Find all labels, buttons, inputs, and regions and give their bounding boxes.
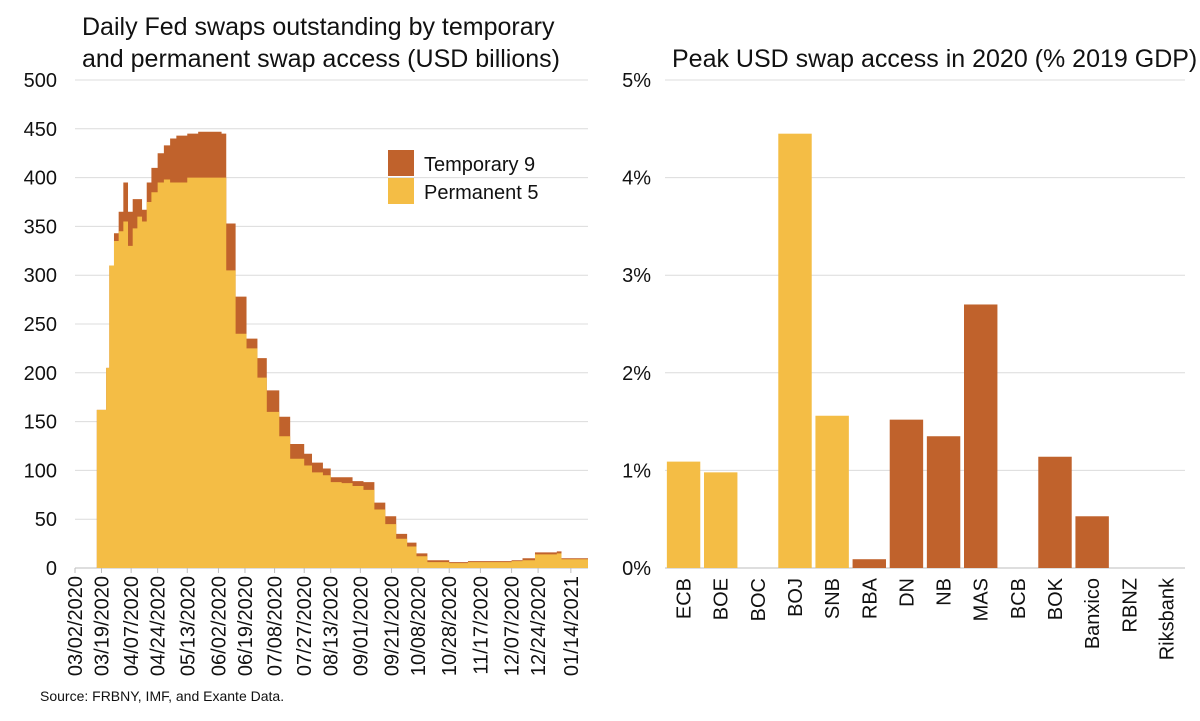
right-x-tick-label: RBNZ <box>1119 578 1141 632</box>
right-y-tick-label: 1% <box>622 460 651 482</box>
left-y-tick-label: 400 <box>24 168 57 190</box>
left-x-tick-label: 01/14/2021 <box>561 576 583 676</box>
left-x-tick-label: 11/17/2020 <box>470 576 492 675</box>
left-y-tick-label: 250 <box>24 314 57 336</box>
left-x-tick-label: 04/07/2020 <box>121 576 143 676</box>
right-y-tick-labels: 0% 1% 2% 3% 4% 5% <box>622 70 651 580</box>
bar-boe <box>704 472 738 568</box>
left-x-tick-label: 10/08/2020 <box>408 576 430 676</box>
right-y-tick-label: 0% <box>622 558 651 580</box>
right-x-tick-label: RBA <box>859 577 881 619</box>
bar-nb <box>926 436 961 568</box>
right-x-tick-label: BOK <box>1045 577 1067 620</box>
right-bars <box>666 133 1109 568</box>
left-x-tick-label: 04/24/2020 <box>148 576 170 676</box>
left-x-tick-labels: 03/02/2020 03/19/2020 04/07/2020 04/24/2020… <box>65 568 583 676</box>
legend-label-permanent: Permanent 5 <box>424 182 539 204</box>
left-x-tick-label: 09/01/2020 <box>350 576 372 676</box>
left-x-tick-label: 07/08/2020 <box>265 576 287 676</box>
right-gridlines <box>665 79 1185 569</box>
bar-bok <box>1038 456 1072 568</box>
right-y-tick-label: 5% <box>622 70 651 92</box>
right-x-tick-label: Banxico <box>1082 578 1104 649</box>
left-chart-title-line-1: Daily Fed swaps outstanding by temporary <box>82 13 555 41</box>
right-x-tick-labels: ECB BOE BOC BOJ SNB RBA DN NB MAS BCB BOK Banxico RB… <box>674 577 1179 660</box>
left-chart: Daily Fed swaps outstanding by temporary… <box>24 13 588 676</box>
left-x-tick-label: 03/02/2020 <box>65 576 87 676</box>
left-y-tick-labels: 0 50 100 150 200 250 300 350 400 450 500 <box>24 70 57 580</box>
right-x-tick-label: ECB <box>674 578 696 619</box>
legend-label-temporary: Temporary 9 <box>424 154 535 176</box>
right-x-tick-label: DN <box>896 578 918 607</box>
bar-snb <box>815 415 849 568</box>
source-note: Source: FRBNY, IMF, and Exante Data. <box>40 688 284 704</box>
right-x-tick-label: SNB <box>822 578 844 619</box>
right-x-tick-label: BCB <box>1008 578 1030 619</box>
left-legend: Temporary 9 Permanent 5 <box>388 150 539 204</box>
bar-ecb <box>666 461 701 568</box>
legend-swatch-permanent <box>388 178 414 204</box>
legend-swatch-temporary <box>388 150 414 176</box>
left-y-tick-label: 500 <box>24 70 57 92</box>
bar-dn <box>889 419 924 568</box>
right-x-tick-label: Riksbank <box>1156 577 1178 660</box>
left-x-tick-label: 06/19/2020 <box>235 576 257 676</box>
right-y-tick-label: 4% <box>622 168 651 190</box>
left-chart-title-line-2: and permanent swap access (USD billions) <box>82 45 560 73</box>
right-x-tick-label: BOC <box>748 578 770 621</box>
bar-boj <box>778 133 812 568</box>
left-x-tick-label: 12/07/2020 <box>502 576 524 676</box>
bar-rba <box>852 559 886 568</box>
right-x-tick-label: MAS <box>971 578 993 621</box>
area-series-permanent <box>75 177 588 568</box>
left-y-tick-label: 150 <box>24 412 57 434</box>
left-x-tick-label: 03/19/2020 <box>92 576 114 676</box>
right-x-tick-label: BOJ <box>785 578 807 617</box>
left-x-tick-label: 08/13/2020 <box>321 576 343 676</box>
bar-banxico <box>1075 516 1109 568</box>
left-y-tick-label: 200 <box>24 363 57 385</box>
right-x-tick-label: BOE <box>711 578 733 620</box>
left-x-tick-label: 09/21/2020 <box>382 576 404 676</box>
left-x-tick-label: 12/24/2020 <box>528 576 550 676</box>
left-y-tick-label: 100 <box>24 460 57 482</box>
left-x-tick-label: 05/13/2020 <box>177 576 199 676</box>
left-y-tick-label: 450 <box>24 119 57 141</box>
right-chart-title: Peak USD swap access in 2020 (% 2019 GDP… <box>672 45 1197 73</box>
left-y-tick-label: 300 <box>24 265 57 287</box>
left-y-tick-label: 50 <box>35 509 57 531</box>
left-x-tick-label: 07/27/2020 <box>294 576 316 676</box>
right-y-tick-label: 2% <box>622 363 651 385</box>
bar-mas <box>964 304 998 568</box>
right-y-tick-label: 3% <box>622 265 651 287</box>
left-x-tick-label: 06/02/2020 <box>208 576 230 676</box>
left-stacked-area <box>75 131 588 568</box>
left-x-tick-label: 10/28/2020 <box>439 576 461 676</box>
right-x-tick-label: NB <box>934 578 956 606</box>
left-y-tick-label: 0 <box>46 558 57 580</box>
left-y-tick-label: 350 <box>24 216 57 238</box>
right-chart: Peak USD swap access in 2020 (% 2019 GDP… <box>622 45 1197 660</box>
